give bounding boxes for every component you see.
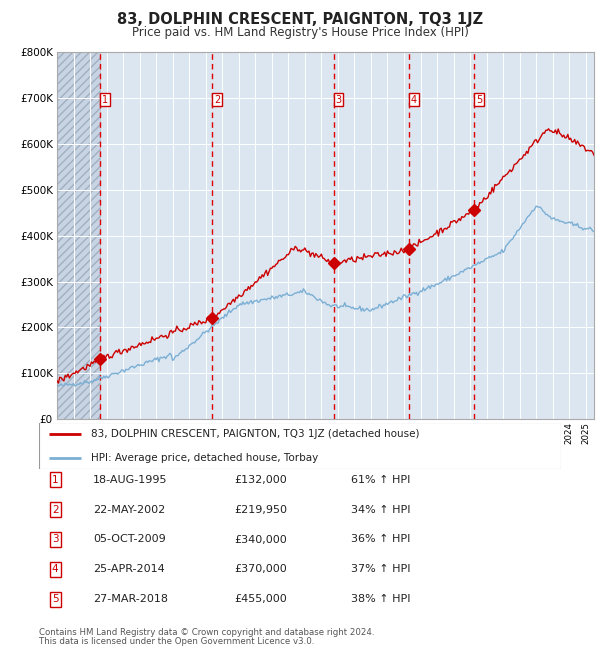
Text: 2: 2 (52, 504, 59, 515)
Text: 25-APR-2014: 25-APR-2014 (93, 564, 165, 575)
Text: £455,000: £455,000 (234, 594, 287, 604)
Text: 27-MAR-2018: 27-MAR-2018 (93, 594, 168, 604)
Text: 38% ↑ HPI: 38% ↑ HPI (351, 594, 410, 604)
Text: 4: 4 (52, 564, 59, 575)
Text: 1: 1 (52, 474, 59, 485)
Text: 1: 1 (102, 95, 108, 105)
Text: 5: 5 (476, 95, 482, 105)
Text: 18-AUG-1995: 18-AUG-1995 (93, 474, 167, 485)
Text: 61% ↑ HPI: 61% ↑ HPI (351, 474, 410, 485)
Text: 36% ↑ HPI: 36% ↑ HPI (351, 534, 410, 545)
Text: 37% ↑ HPI: 37% ↑ HPI (351, 564, 410, 575)
Text: 5: 5 (52, 594, 59, 604)
Text: 3: 3 (52, 534, 59, 545)
Text: 3: 3 (335, 95, 342, 105)
Text: £370,000: £370,000 (234, 564, 287, 575)
Text: 34% ↑ HPI: 34% ↑ HPI (351, 504, 410, 515)
Text: 83, DOLPHIN CRESCENT, PAIGNTON, TQ3 1JZ: 83, DOLPHIN CRESCENT, PAIGNTON, TQ3 1JZ (117, 12, 483, 27)
Bar (57, 52, 100, 419)
Text: £340,000: £340,000 (234, 534, 287, 545)
Text: Price paid vs. HM Land Registry's House Price Index (HPI): Price paid vs. HM Land Registry's House … (131, 26, 469, 39)
Text: £132,000: £132,000 (234, 474, 287, 485)
Text: 22-MAY-2002: 22-MAY-2002 (93, 504, 165, 515)
Text: 4: 4 (411, 95, 417, 105)
Text: 2: 2 (214, 95, 220, 105)
Bar (57, 52, 100, 419)
Text: £219,950: £219,950 (234, 504, 287, 515)
Text: 83, DOLPHIN CRESCENT, PAIGNTON, TQ3 1JZ (detached house): 83, DOLPHIN CRESCENT, PAIGNTON, TQ3 1JZ … (91, 429, 420, 439)
Text: This data is licensed under the Open Government Licence v3.0.: This data is licensed under the Open Gov… (39, 637, 314, 646)
Text: Contains HM Land Registry data © Crown copyright and database right 2024.: Contains HM Land Registry data © Crown c… (39, 628, 374, 637)
Text: HPI: Average price, detached house, Torbay: HPI: Average price, detached house, Torb… (91, 452, 319, 463)
Text: 05-OCT-2009: 05-OCT-2009 (93, 534, 166, 545)
